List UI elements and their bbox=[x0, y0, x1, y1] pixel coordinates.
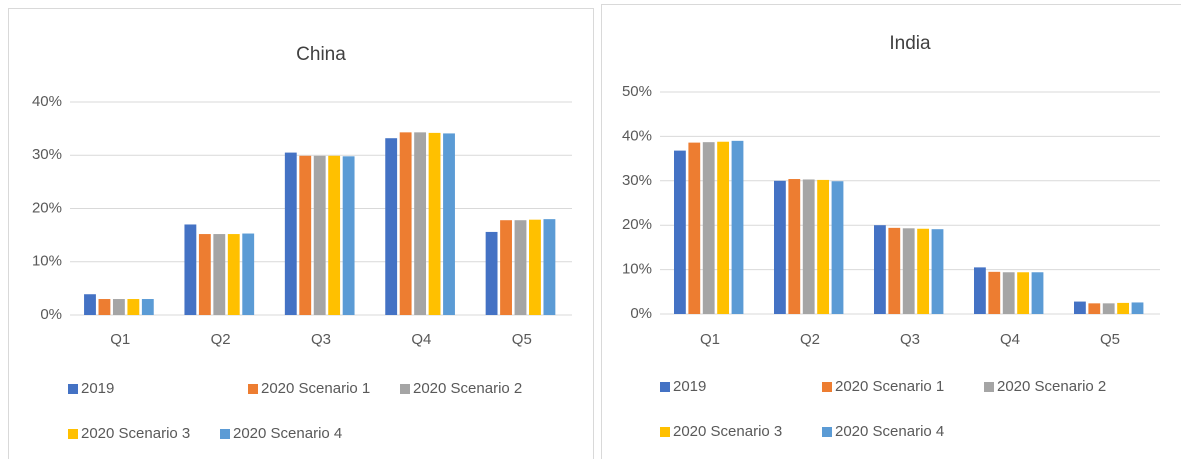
legend-label: 2020 Scenario 2 bbox=[997, 378, 1106, 395]
bar bbox=[1117, 302, 1130, 314]
bar bbox=[974, 267, 986, 314]
x-tick-label: Q3 bbox=[900, 331, 920, 348]
bar bbox=[1031, 272, 1044, 314]
legend-label: 2019 bbox=[81, 380, 114, 397]
x-tick-label: Q2 bbox=[211, 331, 231, 348]
bar bbox=[731, 140, 744, 314]
bar bbox=[514, 220, 527, 315]
bar bbox=[227, 234, 240, 315]
bar bbox=[428, 132, 441, 315]
legend-label: 2020 Scenario 4 bbox=[835, 423, 944, 440]
y-tick-label: 50% bbox=[622, 83, 652, 100]
y-tick-label: 10% bbox=[622, 261, 652, 278]
legend-label: 2020 Scenario 1 bbox=[261, 380, 370, 397]
bar bbox=[702, 142, 715, 314]
bar bbox=[1074, 301, 1086, 314]
chart-title: China bbox=[296, 44, 346, 65]
legend-label: 2020 Scenario 3 bbox=[81, 425, 190, 442]
bar bbox=[1131, 302, 1144, 314]
bar bbox=[141, 299, 154, 315]
bar bbox=[342, 156, 355, 315]
bar bbox=[902, 228, 915, 314]
y-tick-label: 40% bbox=[32, 93, 62, 110]
x-tick-label: Q2 bbox=[800, 331, 820, 348]
bar bbox=[988, 271, 1001, 314]
bar bbox=[284, 152, 297, 315]
legend-swatch bbox=[822, 382, 832, 392]
bar bbox=[1002, 272, 1015, 314]
bar bbox=[242, 233, 255, 315]
bar bbox=[84, 294, 96, 315]
legend-label: 2020 Scenario 2 bbox=[413, 380, 522, 397]
bar bbox=[485, 231, 498, 315]
bar bbox=[127, 299, 140, 315]
y-tick-label: 10% bbox=[32, 253, 62, 270]
legend-label: 2019 bbox=[673, 378, 706, 395]
bar bbox=[543, 219, 556, 315]
x-tick-label: Q1 bbox=[110, 331, 130, 348]
bar bbox=[688, 142, 701, 314]
bar bbox=[414, 132, 427, 315]
x-tick-label: Q4 bbox=[1000, 331, 1020, 348]
bar bbox=[313, 155, 326, 315]
bar bbox=[888, 227, 901, 314]
bar bbox=[299, 155, 312, 315]
bar bbox=[831, 181, 844, 314]
bar bbox=[184, 224, 197, 315]
x-tick-label: Q3 bbox=[311, 331, 331, 348]
legend-swatch bbox=[248, 384, 258, 394]
bar bbox=[443, 133, 455, 315]
bar bbox=[213, 234, 226, 315]
bar bbox=[931, 229, 944, 314]
y-tick-label: 40% bbox=[622, 127, 652, 144]
x-tick-label: Q1 bbox=[700, 331, 720, 348]
y-tick-label: 30% bbox=[622, 172, 652, 189]
bar bbox=[774, 180, 786, 314]
legend-swatch bbox=[660, 382, 670, 392]
legend-label: 2020 Scenario 3 bbox=[673, 423, 782, 440]
bar bbox=[917, 228, 930, 314]
y-tick-label: 20% bbox=[32, 199, 62, 216]
chart-title: India bbox=[889, 33, 931, 54]
bar bbox=[1017, 272, 1030, 314]
bar bbox=[112, 299, 125, 315]
bar bbox=[1102, 303, 1115, 314]
bar bbox=[500, 220, 512, 315]
legend-swatch bbox=[984, 382, 994, 392]
bar bbox=[874, 225, 886, 314]
y-tick-label: 0% bbox=[40, 306, 62, 323]
bar bbox=[328, 155, 341, 315]
bar bbox=[399, 132, 412, 315]
y-tick-label: 20% bbox=[622, 216, 652, 233]
legend-swatch bbox=[220, 429, 230, 439]
y-tick-label: 30% bbox=[32, 146, 62, 163]
legend-label: 2020 Scenario 1 bbox=[835, 378, 944, 395]
x-tick-label: Q5 bbox=[512, 331, 532, 348]
bar bbox=[529, 219, 541, 315]
x-tick-label: Q5 bbox=[1100, 331, 1120, 348]
legend-swatch bbox=[68, 429, 78, 439]
bar bbox=[385, 138, 398, 315]
bar bbox=[802, 179, 815, 314]
bar bbox=[788, 179, 801, 314]
bar bbox=[717, 141, 730, 314]
legend-swatch bbox=[68, 384, 78, 394]
legend-swatch bbox=[822, 427, 832, 437]
bar bbox=[1088, 303, 1101, 314]
y-tick-label: 0% bbox=[630, 305, 652, 322]
legend-label: 2020 Scenario 4 bbox=[233, 425, 342, 442]
bar bbox=[674, 150, 686, 314]
legend-swatch bbox=[660, 427, 670, 437]
bar bbox=[198, 234, 211, 315]
bar bbox=[817, 179, 830, 314]
bar bbox=[98, 299, 111, 315]
x-tick-label: Q4 bbox=[411, 331, 431, 348]
legend-swatch bbox=[400, 384, 410, 394]
